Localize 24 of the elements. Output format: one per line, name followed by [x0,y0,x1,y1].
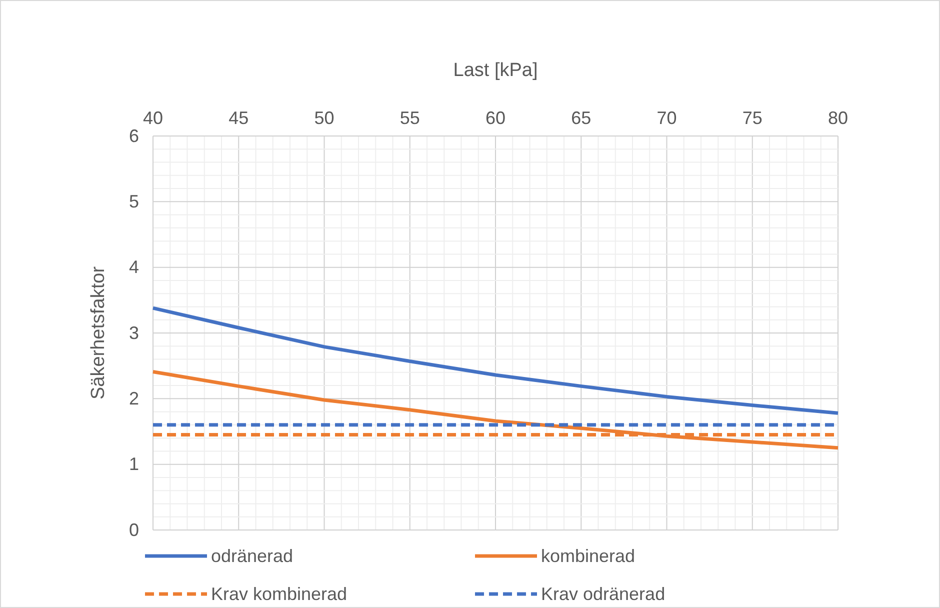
y-tick-label: 3 [128,322,139,343]
x-tick-label: 55 [400,108,420,128]
y-tick-label: 2 [128,388,139,408]
x-axis-title: Last [kPa] [453,60,538,81]
x-tick-label: 75 [742,108,762,128]
x-tick-label: 80 [828,108,848,128]
legend-label: Krav odränerad [541,584,666,604]
x-tick-label: 70 [656,108,677,128]
x-tick-label: 60 [485,108,506,128]
x-tick-label: 45 [228,108,249,128]
y-tick-label: 4 [128,257,139,278]
y-tick-label: 6 [128,126,139,146]
legend-label: kombinerad [541,546,636,566]
y-tick-label: 0 [128,520,139,540]
line-series [151,370,840,450]
line-series [151,306,840,415]
x-tick-label: 65 [571,108,592,128]
legend-label: odränerad [211,546,294,566]
y-tick-label: 1 [128,454,139,474]
x-tick-label: 50 [314,108,334,128]
y-tick-label: 5 [128,191,139,212]
legend-label: Krav kombinerad [211,584,348,604]
x-tick-label: 40 [142,108,164,128]
y-axis-title: Säkerhetsfaktor [88,266,109,400]
